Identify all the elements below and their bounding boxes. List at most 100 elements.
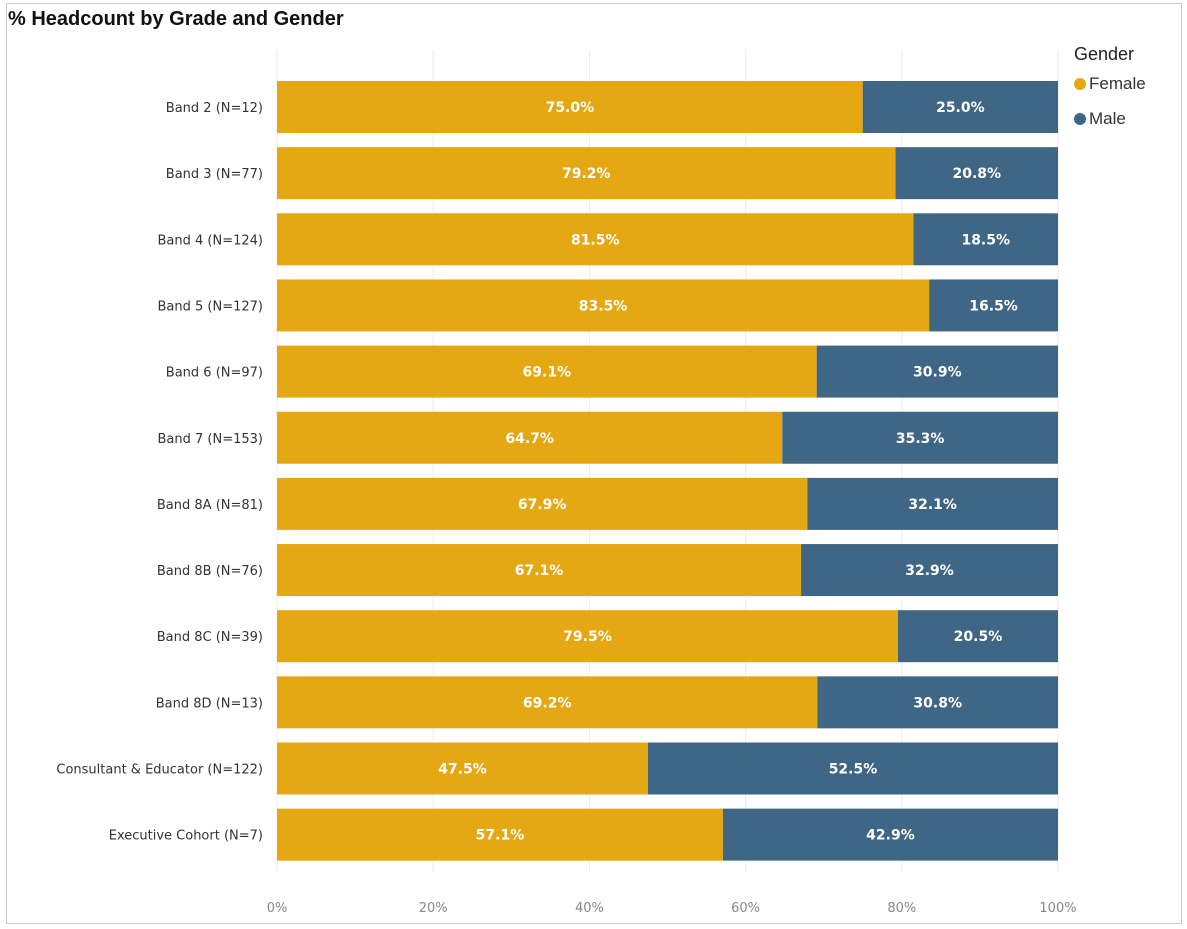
bar-segment-female[interactable]: 69.2% (277, 676, 818, 729)
bar-segment-female[interactable]: 81.5% (277, 213, 914, 266)
legend-item-male[interactable]: Male (1074, 109, 1146, 129)
bar-rect (929, 279, 1058, 332)
legend[interactable]: Gender Female Male (1074, 44, 1146, 144)
bar-segment-male[interactable]: 20.5% (897, 610, 1058, 663)
bar-rect (647, 742, 1058, 795)
bar-rect (277, 147, 896, 200)
bar-rect (277, 676, 818, 729)
bar-rect (277, 279, 930, 332)
bar-rect (807, 477, 1058, 530)
data-label: 52.5% (829, 762, 878, 778)
category-label: Band 8D (N=13) (156, 696, 263, 711)
data-label: 20.8% (952, 166, 1001, 182)
x-tick-label: 40% (575, 901, 604, 916)
data-label: 79.5% (563, 629, 612, 645)
category-label: Band 4 (N=124) (158, 233, 264, 248)
bar-segment-female[interactable]: 75.0% (277, 81, 863, 133)
bar-segment-male[interactable]: 35.3% (782, 411, 1058, 464)
x-tick-label: 20% (419, 901, 448, 916)
bar-rect (277, 544, 802, 597)
category-label: Band 8A (N=81) (157, 498, 263, 513)
data-label: 32.9% (905, 563, 954, 579)
chart-title: % Headcount by Grade and Gender (8, 8, 344, 30)
bar-rect (895, 147, 1058, 200)
category-label: Band 8C (N=39) (157, 630, 263, 645)
data-label: 42.9% (866, 828, 915, 844)
data-label: 69.2% (523, 695, 572, 711)
data-label: 32.1% (908, 497, 957, 513)
bar-segment-male[interactable]: 32.9% (801, 544, 1058, 597)
bar-rect (913, 213, 1058, 266)
bar-rect (277, 477, 808, 530)
bar-rect (782, 411, 1058, 464)
bar-rect (801, 544, 1058, 597)
bar-segment-female[interactable]: 64.7% (277, 411, 783, 464)
bar-segment-male[interactable]: 16.5% (929, 279, 1058, 332)
data-label: 81.5% (571, 232, 620, 248)
bar-rect (862, 81, 1058, 133)
bar-segment-female[interactable]: 69.1% (277, 345, 817, 398)
legend-label-female: Female (1089, 74, 1146, 93)
bar-segment-female[interactable]: 47.5% (277, 742, 648, 795)
bar-rect (277, 411, 783, 464)
data-label: 79.2% (562, 166, 611, 182)
bar-segment-male[interactable]: 42.9% (722, 808, 1058, 861)
legend-swatch-male (1074, 113, 1086, 125)
data-label: 20.5% (954, 629, 1003, 645)
category-label: Band 7 (N=153) (158, 432, 264, 447)
bar-segment-female[interactable]: 57.1% (277, 808, 723, 861)
bar-rect (277, 81, 863, 133)
bar-rect (277, 742, 648, 795)
bar-rect (277, 213, 914, 266)
data-label: 35.3% (896, 431, 945, 447)
bar-rect (277, 808, 723, 861)
bar-segment-female[interactable]: 79.5% (277, 610, 898, 663)
bar-rect (722, 808, 1058, 861)
bar-rect (817, 676, 1058, 729)
category-label: Band 6 (N=97) (166, 366, 263, 381)
data-label: 47.5% (438, 762, 487, 778)
data-label: 69.1% (523, 365, 572, 381)
legend-swatch-female (1074, 78, 1086, 90)
bar-segment-male[interactable]: 30.9% (816, 345, 1058, 398)
data-label: 25.0% (936, 100, 985, 116)
data-label: 57.1% (476, 828, 525, 844)
category-label: Band 8B (N=76) (157, 564, 263, 579)
data-label: 75.0% (546, 100, 595, 116)
bar-rect (277, 345, 817, 398)
x-tick-label: 100% (1039, 901, 1076, 916)
bar-segment-male[interactable]: 18.5% (913, 213, 1058, 266)
bar-rect (816, 345, 1058, 398)
bar-segment-male[interactable]: 20.8% (895, 147, 1058, 200)
data-label: 67.1% (515, 563, 564, 579)
bar-segment-female[interactable]: 79.2% (277, 147, 896, 200)
legend-title: Gender (1074, 44, 1135, 64)
data-label: 30.9% (913, 365, 962, 381)
data-label: 83.5% (579, 298, 628, 314)
bar-rect (897, 610, 1058, 663)
bar-segment-male[interactable]: 32.1% (807, 477, 1058, 530)
category-label: Band 3 (N=77) (166, 167, 263, 182)
bar-segment-male[interactable]: 30.8% (817, 676, 1058, 729)
x-tick-label: 60% (731, 901, 760, 916)
data-label: 64.7% (505, 431, 554, 447)
data-label: 30.8% (913, 695, 962, 711)
bar-rect (277, 610, 898, 663)
category-label: Consultant & Educator (N=122) (56, 763, 263, 778)
legend-label-male: Male (1089, 109, 1126, 128)
data-label: 67.9% (518, 497, 567, 513)
bar-segment-female[interactable]: 67.9% (277, 477, 808, 530)
bar-segment-female[interactable]: 67.1% (277, 544, 802, 597)
legend-item-female[interactable]: Female (1074, 74, 1146, 94)
category-label: Band 2 (N=12) (166, 101, 263, 116)
category-label: Band 5 (N=127) (158, 299, 264, 314)
x-tick-label: 0% (267, 901, 288, 916)
bar-segment-male[interactable]: 25.0% (862, 81, 1058, 133)
data-label: 18.5% (961, 232, 1010, 248)
category-label: Executive Cohort (N=7) (109, 829, 263, 844)
bar-segment-female[interactable]: 83.5% (277, 279, 930, 332)
x-tick-label: 80% (887, 901, 916, 916)
data-label: 16.5% (969, 298, 1018, 314)
bar-segment-male[interactable]: 52.5% (647, 742, 1058, 795)
